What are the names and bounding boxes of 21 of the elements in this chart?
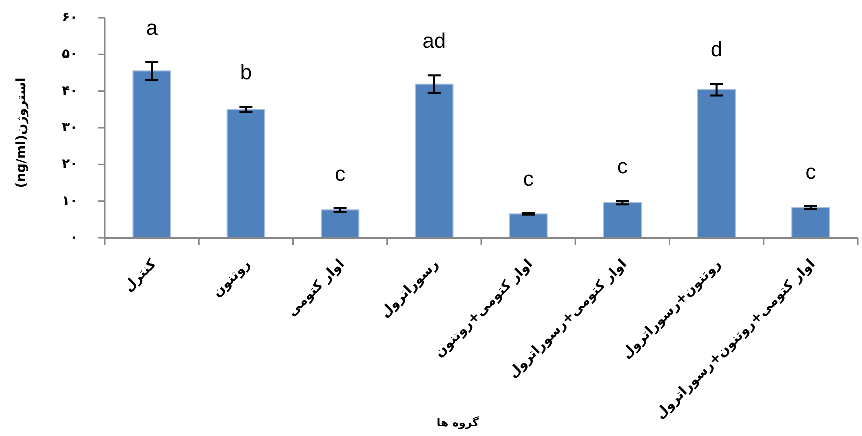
x-tick-label: رسوراترول bbox=[377, 256, 442, 322]
annotation: c bbox=[523, 168, 534, 191]
y-tick-label: ۶۰ bbox=[62, 10, 78, 26]
y-tick-label: ۰ bbox=[70, 230, 78, 246]
x-tick-label: روتنون bbox=[209, 256, 254, 301]
annotation: c bbox=[617, 155, 628, 178]
annotation: b bbox=[240, 62, 252, 85]
y-tick-label: ۵۰ bbox=[62, 47, 78, 62]
x-axis-title: گروه ها bbox=[436, 416, 480, 430]
x-tick-label: کنترل bbox=[120, 256, 160, 296]
y-tick-label: ۱۰ bbox=[62, 194, 78, 209]
annotation: c bbox=[806, 160, 816, 184]
annotation: a bbox=[146, 16, 158, 40]
x-tick-label: اوار کتومی bbox=[284, 256, 348, 320]
y-tick-label: ۲۰ bbox=[62, 157, 78, 172]
annotation: c bbox=[335, 162, 346, 186]
annotation: d bbox=[710, 38, 723, 62]
y-tick-label: ۴۰ bbox=[62, 84, 78, 99]
y-axis-title: استروژن(ng/ml) bbox=[14, 78, 30, 188]
y-tick-label: ۳۰ bbox=[62, 120, 78, 136]
annotation: ad bbox=[422, 30, 446, 54]
